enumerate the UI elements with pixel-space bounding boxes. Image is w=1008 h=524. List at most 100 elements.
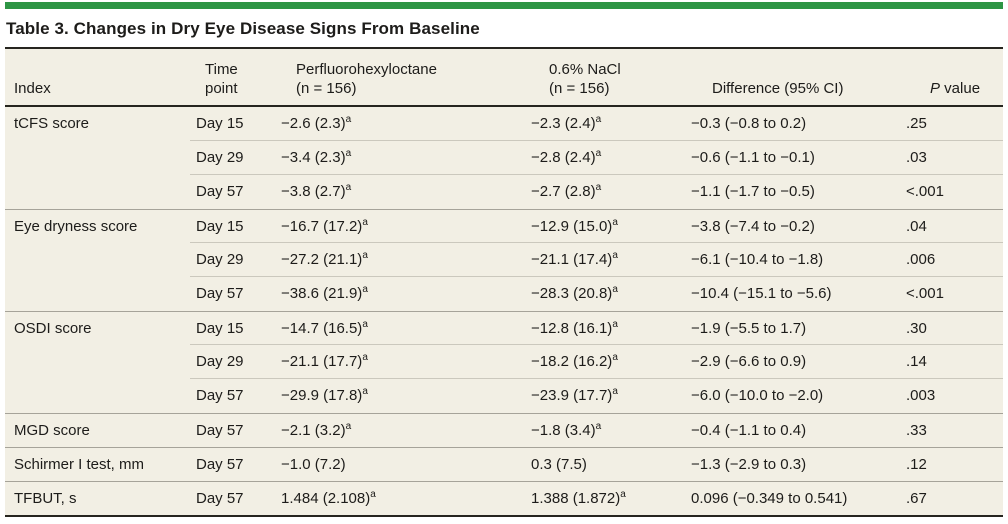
cell-time-point: Day 29 — [196, 149, 244, 166]
cell-nacl: −1.8 (3.4)a — [531, 420, 602, 439]
cell-nacl: −12.8 (16.1)a — [531, 318, 618, 337]
footnote-marker: a — [370, 488, 376, 500]
cell-perfluorohexyloctane: −38.6 (21.9)a — [281, 284, 368, 303]
cell-difference: −1.1 (−1.7 to −0.5) — [691, 183, 815, 200]
cell-difference: −6.0 (−10.0 to −2.0) — [691, 387, 824, 404]
cell-nacl: −21.1 (17.4)a — [531, 250, 618, 269]
table-header-row: Index Time point Perfluorohexyloctane (n… — [5, 49, 1003, 107]
cell-difference: −3.8 (−7.4 to −0.2) — [691, 217, 815, 235]
cell-difference: −1.3 (−2.9 to 0.3) — [691, 455, 807, 473]
cell-difference: −0.3 (−0.8 to 0.2) — [691, 115, 807, 132]
cell-p-value: .30 — [906, 319, 927, 337]
footnote-marker: a — [345, 182, 352, 193]
cell-perfluorohexyloctane: −14.7 (16.5)a — [281, 318, 368, 337]
cell-index: TFBUT, s — [14, 489, 77, 507]
cell-nacl: −12.9 (15.0)a — [531, 216, 618, 235]
cell-difference: −6.1 (−10.4 to −1.8) — [691, 251, 824, 268]
cell-time-point: Day 57 — [196, 455, 244, 473]
cell-time-point: Day 15 — [196, 319, 244, 337]
col-header-time-point: Time point — [205, 61, 238, 97]
cell-difference: −0.6 (−1.1 to −0.1) — [691, 149, 815, 166]
col-header-p-value: P value — [930, 80, 981, 97]
cell-nacl: −2.3 (2.4)a — [531, 114, 602, 133]
table-row: Schirmer I test, mm Day 57 −1.0 (7.2) 0.… — [5, 447, 1003, 481]
cell-time-point: Day 57 — [196, 285, 244, 302]
cell-index: Eye dryness score — [14, 217, 138, 235]
footnote-marker: a — [362, 386, 368, 397]
cell-perfluorohexyloctane: −29.9 (17.8)a — [281, 386, 368, 405]
footnote-marker: a — [612, 216, 618, 228]
cell-perfluorohexyloctane: −2.6 (2.3)a — [281, 114, 352, 133]
cell-perfluorohexyloctane: −3.4 (2.3)a — [281, 148, 352, 167]
footnote-marker: a — [345, 148, 352, 159]
footnote-marker: a — [612, 352, 618, 363]
cell-nacl: −2.8 (2.4)a — [531, 148, 602, 167]
cell-difference: 0.096 (−0.349 to 0.541) — [691, 489, 848, 507]
cell-perfluorohexyloctane: 1.484 (2.108)a — [281, 488, 376, 507]
footnote-marker: a — [612, 386, 618, 397]
cell-time-point: Day 15 — [196, 115, 244, 132]
footnote-marker: a — [612, 318, 618, 330]
data-table: Index Time point Perfluorohexyloctane (n… — [5, 49, 1003, 517]
table-row: Day 29 −27.2 (21.1)a −21.1 (17.4)a −6.1 … — [5, 242, 1003, 277]
table-row: Day 57 −3.8 (2.7)a −2.7 (2.8)a −1.1 (−1.… — [5, 174, 1003, 209]
cell-index: MGD score — [14, 421, 90, 439]
col-header-difference: Difference (95% CI) — [712, 80, 844, 97]
cell-time-point: Day 29 — [196, 353, 244, 370]
table-row: Day 57 −29.9 (17.8)a −23.9 (17.7)a −6.0 … — [5, 378, 1003, 413]
footnote-marker: a — [362, 216, 368, 228]
footnote-marker: a — [595, 114, 602, 125]
cell-p-value: .006 — [906, 251, 936, 268]
table-row: Day 29 −21.1 (17.7)a −18.2 (16.2)a −2.9 … — [5, 344, 1003, 379]
footnote-marker: a — [362, 318, 368, 330]
cell-time-point: Day 57 — [196, 387, 244, 404]
cell-nacl: 1.388 (1.872)a — [531, 488, 626, 507]
cell-p-value: .003 — [906, 387, 936, 404]
footnote-marker: a — [595, 182, 602, 193]
cell-nacl: −2.7 (2.8)a — [531, 182, 602, 201]
cell-nacl: −18.2 (16.2)a — [531, 352, 618, 371]
cell-time-point: Day 57 — [196, 183, 244, 200]
cell-nacl: 0.3 (7.5) — [531, 455, 587, 473]
footnote-marker: a — [362, 284, 368, 295]
table-row: Eye dryness score Day 15 −16.7 (17.2)a −… — [5, 209, 1003, 243]
col-header-nacl: 0.6% NaCl (n = 156) — [549, 61, 621, 97]
cell-time-point: Day 15 — [196, 217, 244, 235]
cell-p-value: .04 — [906, 217, 927, 235]
table-row: TFBUT, s Day 57 1.484 (2.108)a 1.388 (1.… — [5, 481, 1003, 515]
footnote-marker: a — [345, 114, 352, 125]
cell-p-value: <.001 — [906, 183, 944, 200]
table-row: tCFS score Day 15 −2.6 (2.3)a −2.3 (2.4)… — [5, 107, 1003, 141]
footnote-marker: a — [345, 420, 352, 432]
footnote-marker: a — [612, 250, 618, 261]
footnote-marker: a — [620, 488, 626, 500]
cell-p-value: .33 — [906, 421, 927, 439]
cell-index: Schirmer I test, mm — [14, 455, 145, 473]
col-header-perfluorohexyloctane: Perfluorohexyloctane (n = 156) — [296, 61, 437, 97]
table-row: MGD score Day 57 −2.1 (3.2)a −1.8 (3.4)a… — [5, 413, 1003, 447]
table-row: Day 29 −3.4 (2.3)a −2.8 (2.4)a −0.6 (−1.… — [5, 140, 1003, 175]
cell-p-value: .67 — [906, 489, 927, 507]
cell-p-value: .12 — [906, 455, 927, 473]
cell-p-value: <.001 — [906, 285, 944, 302]
table-row: OSDI score Day 15 −14.7 (16.5)a −12.8 (1… — [5, 311, 1003, 345]
cell-index: OSDI score — [14, 319, 92, 337]
cell-perfluorohexyloctane: −27.2 (21.1)a — [281, 250, 368, 269]
table-title: Table 3. Changes in Dry Eye Disease Sign… — [5, 9, 1003, 49]
cell-perfluorohexyloctane: −21.1 (17.7)a — [281, 352, 368, 371]
footnote-marker: a — [362, 352, 368, 363]
cell-index: tCFS score — [14, 115, 90, 132]
cell-perfluorohexyloctane: −3.8 (2.7)a — [281, 182, 352, 201]
cell-perfluorohexyloctane: −1.0 (7.2) — [281, 455, 346, 473]
footnote-marker: a — [595, 420, 602, 432]
cell-difference: −10.4 (−15.1 to −5.6) — [691, 285, 832, 302]
footnote-marker: a — [612, 284, 618, 295]
cell-time-point: Day 57 — [196, 421, 244, 439]
cell-time-point: Day 57 — [196, 489, 244, 507]
cell-nacl: −28.3 (20.8)a — [531, 284, 618, 303]
accent-bar — [5, 2, 1003, 9]
cell-nacl: −23.9 (17.7)a — [531, 386, 618, 405]
cell-difference: −0.4 (−1.1 to 0.4) — [691, 421, 807, 439]
cell-perfluorohexyloctane: −2.1 (3.2)a — [281, 420, 352, 439]
